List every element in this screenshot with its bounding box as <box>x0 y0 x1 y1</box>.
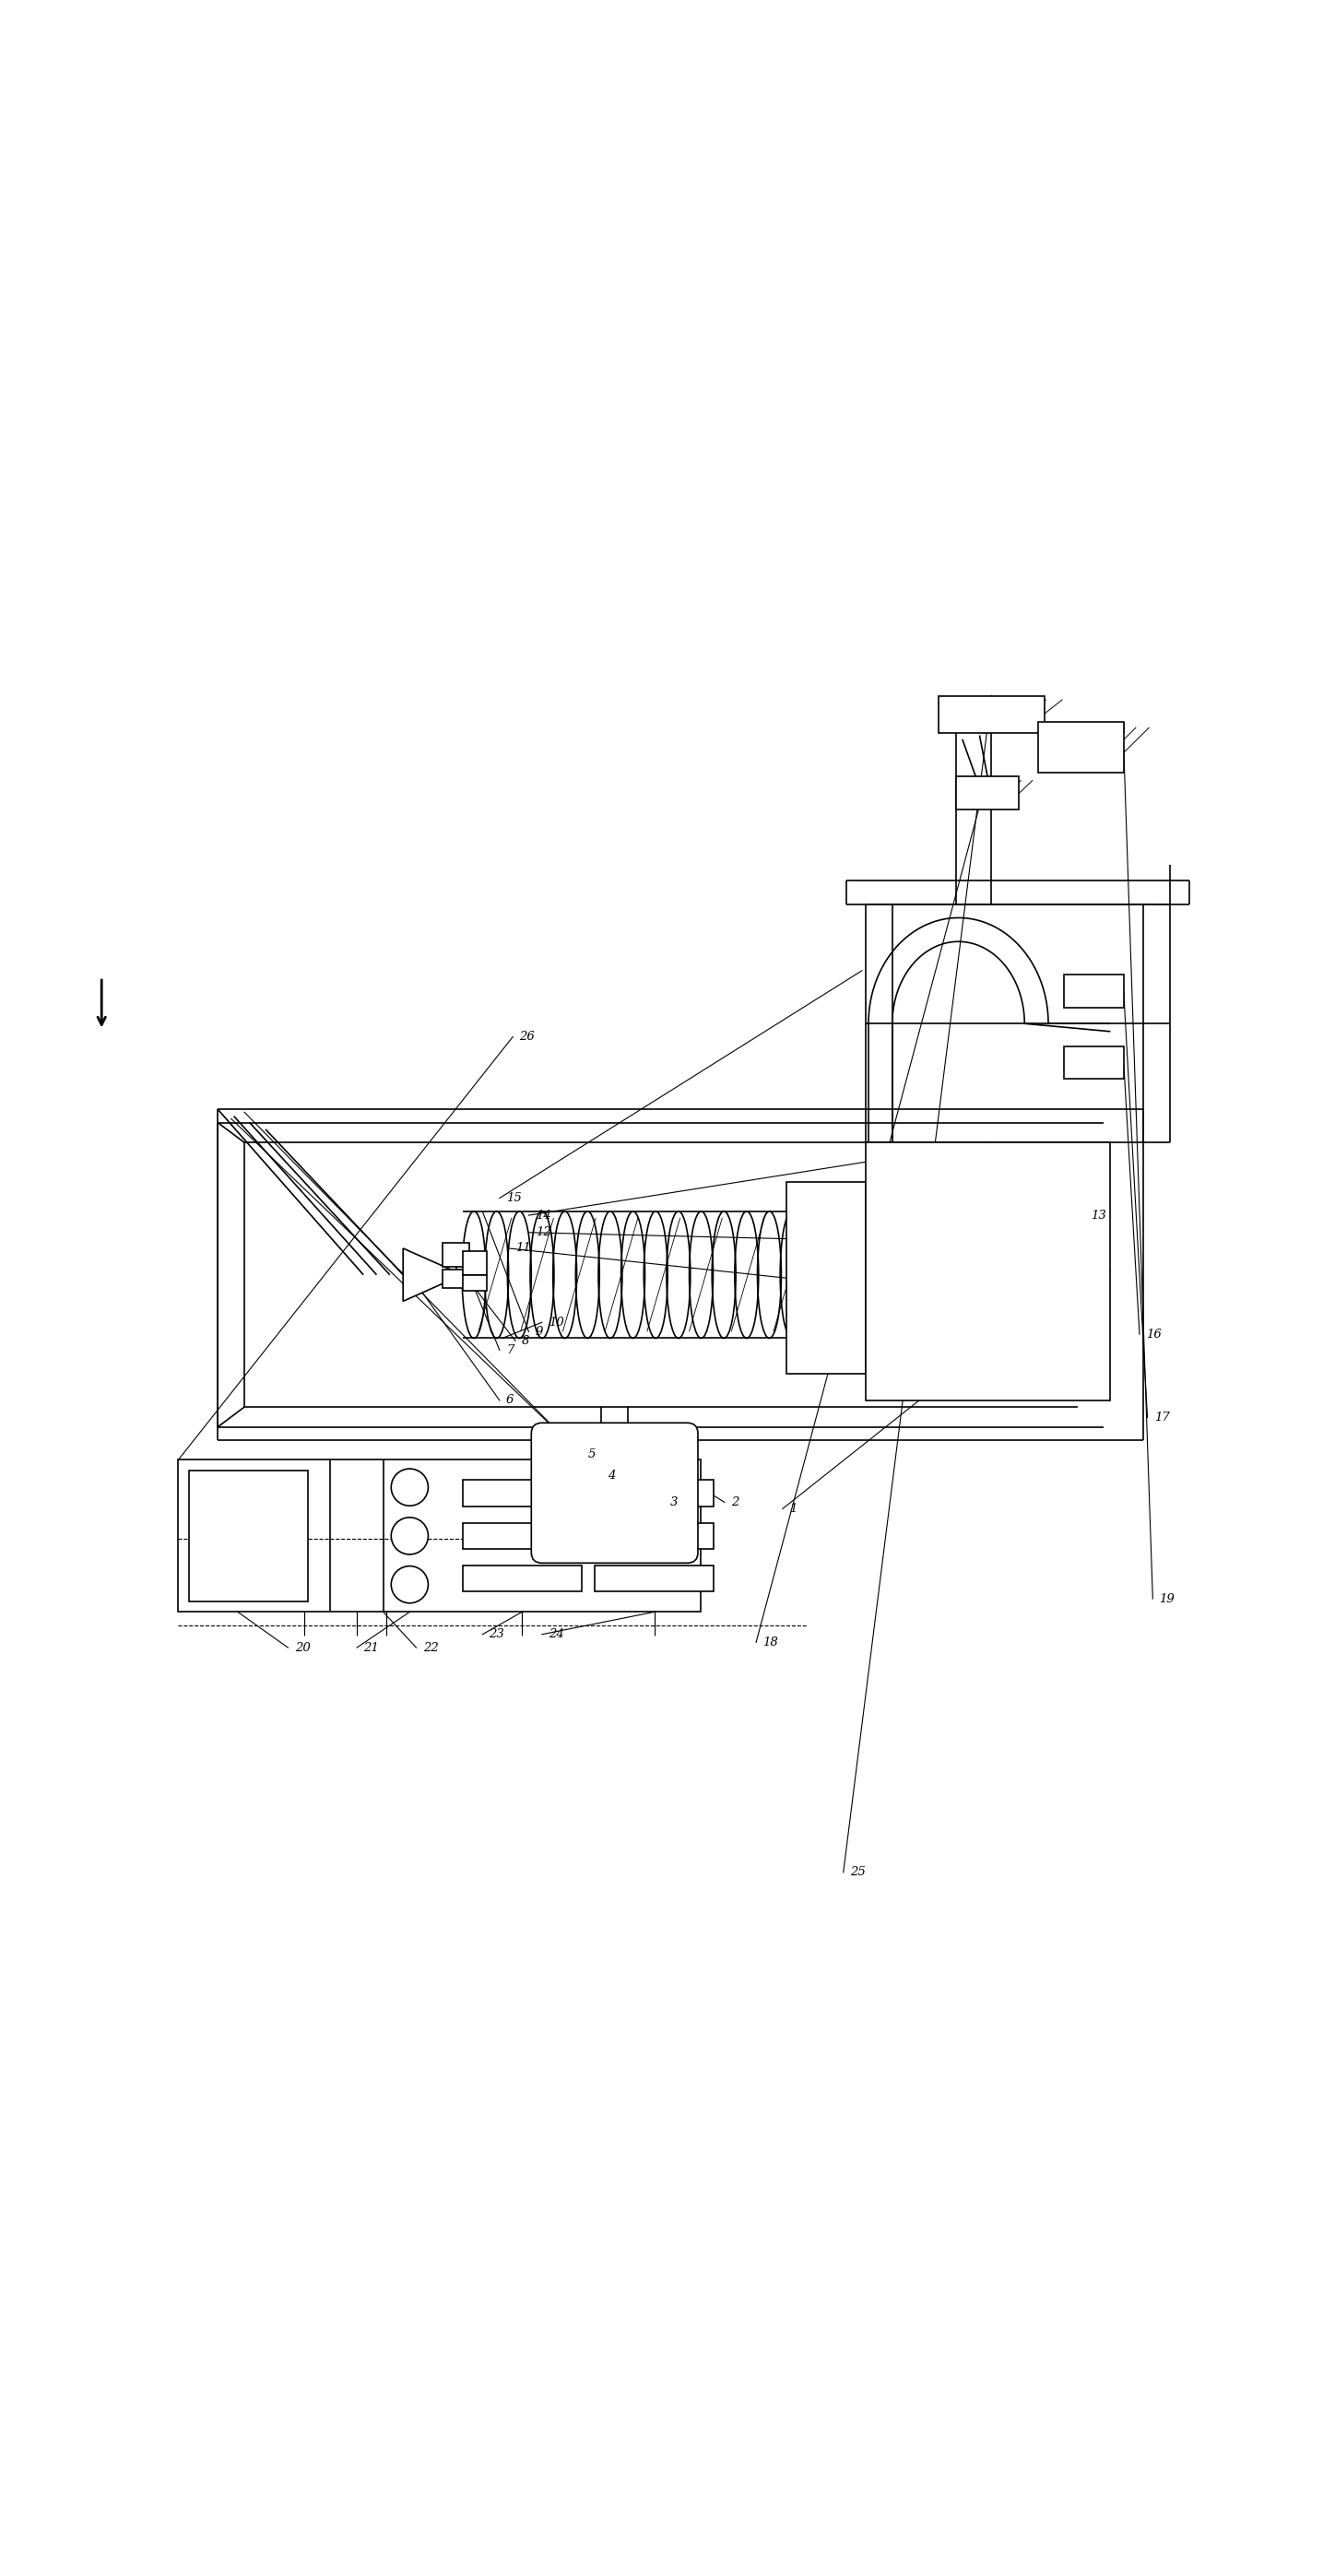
Text: 17: 17 <box>1153 1412 1169 1425</box>
Text: 5: 5 <box>589 1448 595 1461</box>
Bar <box>956 775 1019 809</box>
Text: 13: 13 <box>1091 1208 1105 1221</box>
Bar <box>786 1182 866 1373</box>
Text: 6: 6 <box>506 1394 514 1406</box>
Text: 24: 24 <box>549 1628 563 1641</box>
Bar <box>462 1481 582 1507</box>
Text: 9: 9 <box>535 1327 543 1337</box>
Text: 2: 2 <box>732 1497 738 1507</box>
Bar <box>462 1522 582 1548</box>
Text: 25: 25 <box>850 1868 865 1878</box>
Bar <box>462 1275 486 1291</box>
Text: 7: 7 <box>506 1345 514 1355</box>
Text: 3: 3 <box>670 1497 678 1507</box>
Bar <box>595 1566 714 1592</box>
Bar <box>866 1144 1111 1401</box>
Text: 11: 11 <box>515 1242 531 1255</box>
Bar <box>595 1522 714 1548</box>
Bar <box>1037 721 1124 773</box>
Text: 20: 20 <box>295 1641 310 1654</box>
Bar <box>188 1471 308 1602</box>
Text: 21: 21 <box>363 1641 379 1654</box>
Text: 10: 10 <box>549 1316 563 1329</box>
Bar <box>462 1252 486 1275</box>
Text: 12: 12 <box>535 1226 551 1239</box>
Text: 8: 8 <box>522 1334 530 1347</box>
Text: 1: 1 <box>789 1502 797 1515</box>
Text: 18: 18 <box>762 1636 778 1649</box>
Text: 26: 26 <box>519 1030 535 1043</box>
Circle shape <box>391 1468 429 1507</box>
Circle shape <box>391 1566 429 1602</box>
Bar <box>443 1244 469 1267</box>
Text: 22: 22 <box>423 1641 438 1654</box>
Polygon shape <box>403 1249 462 1301</box>
Text: 23: 23 <box>489 1628 505 1641</box>
Bar <box>595 1481 714 1507</box>
Bar <box>457 1265 479 1285</box>
Text: 14: 14 <box>535 1208 551 1221</box>
Bar <box>1064 974 1124 1007</box>
Bar <box>462 1566 582 1592</box>
Bar <box>179 1461 701 1613</box>
FancyBboxPatch shape <box>531 1422 698 1564</box>
Bar <box>939 696 1044 732</box>
Text: 15: 15 <box>506 1193 522 1203</box>
Text: 4: 4 <box>607 1471 615 1481</box>
Text: 16: 16 <box>1147 1329 1161 1340</box>
Bar <box>1064 1046 1124 1079</box>
Text: 19: 19 <box>1159 1592 1175 1605</box>
Bar <box>443 1270 469 1288</box>
Circle shape <box>391 1517 429 1553</box>
